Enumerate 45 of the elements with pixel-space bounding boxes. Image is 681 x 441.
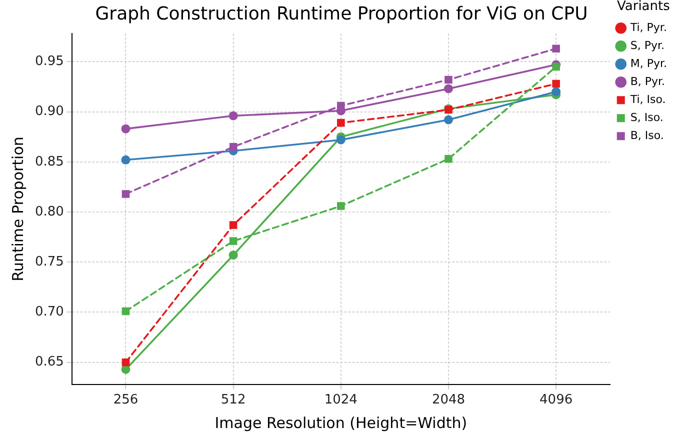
point xyxy=(229,237,238,245)
legend-label: Ti, Iso. xyxy=(629,92,666,106)
y-tick-label: 0.95 xyxy=(34,54,64,70)
point xyxy=(121,155,130,164)
point xyxy=(228,250,238,260)
legend-label: S, Pyr. xyxy=(630,38,665,52)
point xyxy=(229,221,238,229)
point xyxy=(337,118,345,127)
point xyxy=(336,135,346,144)
y-tick-label: 0.70 xyxy=(34,304,64,320)
point xyxy=(444,115,453,124)
point xyxy=(552,80,560,88)
x-tick-label: 1024 xyxy=(324,392,358,408)
x-tick-label: 2048 xyxy=(432,392,466,408)
x-tick-label: 512 xyxy=(220,392,246,408)
point xyxy=(122,307,130,316)
y-tick-label: 0.65 xyxy=(34,354,64,370)
point xyxy=(444,76,452,84)
x-tick-label: 4096 xyxy=(540,392,573,408)
legend-label: Ti, Pyr. xyxy=(629,20,667,34)
y-tick-label: 0.75 xyxy=(34,254,64,270)
legend-label: B, Iso. xyxy=(630,128,664,142)
y-tick-label: 0.85 xyxy=(34,154,64,170)
x-axis-title: Image Resolution (Height=Width) xyxy=(214,414,468,432)
point xyxy=(122,190,130,198)
point xyxy=(444,154,452,163)
y-axis-title: Runtime Proportion xyxy=(8,136,27,282)
legend-label: S, Iso. xyxy=(630,110,664,124)
point xyxy=(552,87,561,96)
legend-label: B, Pyr. xyxy=(630,74,666,88)
point xyxy=(444,84,453,94)
chart-title: Graph Construction Runtime Proportion for ViG on CPU xyxy=(95,3,588,24)
point xyxy=(122,358,130,366)
y-tick-label: 0.80 xyxy=(34,204,64,220)
point xyxy=(552,62,560,71)
point xyxy=(552,44,560,53)
point xyxy=(337,102,345,110)
point xyxy=(121,124,130,134)
point xyxy=(229,142,238,151)
point xyxy=(337,202,345,210)
legend-title: Variants xyxy=(616,0,670,14)
y-tick-label: 0.90 xyxy=(34,104,64,120)
x-tick-label: 256 xyxy=(113,392,138,408)
legend-label: M, Pyr. xyxy=(630,56,668,70)
point xyxy=(228,111,238,120)
